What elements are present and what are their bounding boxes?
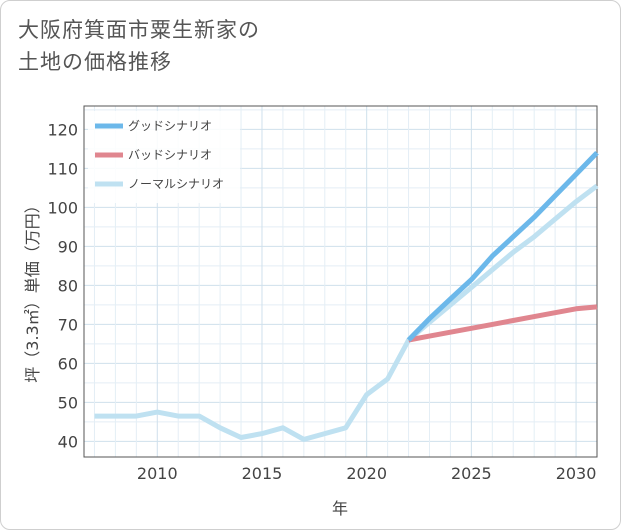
x-tick-label: 2020 bbox=[346, 464, 387, 483]
x-tick-label: 2010 bbox=[137, 464, 178, 483]
y-tick-label: 90 bbox=[58, 237, 78, 256]
tick-labels: 40 50 60 70 80 90 100 110 120 2010 2015 2020 2025 203… bbox=[47, 120, 596, 483]
x-axis-label: 年 bbox=[332, 499, 348, 518]
series-layer bbox=[94, 151, 599, 442]
series-line-0 bbox=[406, 151, 599, 342]
series-line-1 bbox=[408, 304, 598, 343]
x-tick-label: 2030 bbox=[556, 464, 597, 483]
y-tick-label: 40 bbox=[58, 432, 78, 451]
y-tick-label: 80 bbox=[58, 276, 78, 295]
y-tick-label: 60 bbox=[58, 354, 78, 373]
y-tick-label: 70 bbox=[58, 315, 78, 334]
y-tick-label: 110 bbox=[47, 159, 78, 178]
title-line-1: 大阪府箕面市粟生新家の bbox=[18, 18, 260, 42]
y-tick-label: 120 bbox=[47, 120, 78, 139]
title-line-2: 土地の価格推移 bbox=[18, 50, 172, 74]
chart-title: 大阪府箕面市粟生新家の 土地の価格推移 bbox=[18, 14, 260, 78]
legend-label: バッドシナリオ bbox=[128, 148, 212, 162]
series-line-2 bbox=[94, 183, 599, 442]
legend-label: グッドシナリオ bbox=[128, 119, 212, 133]
x-tick-label: 2025 bbox=[451, 464, 492, 483]
legend-label: ノーマルシナリオ bbox=[128, 177, 224, 191]
x-tick-label: 2015 bbox=[242, 464, 283, 483]
y-axis-label: 坪（3.3㎡）単価（万円） bbox=[23, 197, 42, 382]
y-tick-label: 50 bbox=[58, 393, 78, 412]
y-tick-label: 100 bbox=[47, 198, 78, 217]
plot-border bbox=[83, 105, 598, 458]
